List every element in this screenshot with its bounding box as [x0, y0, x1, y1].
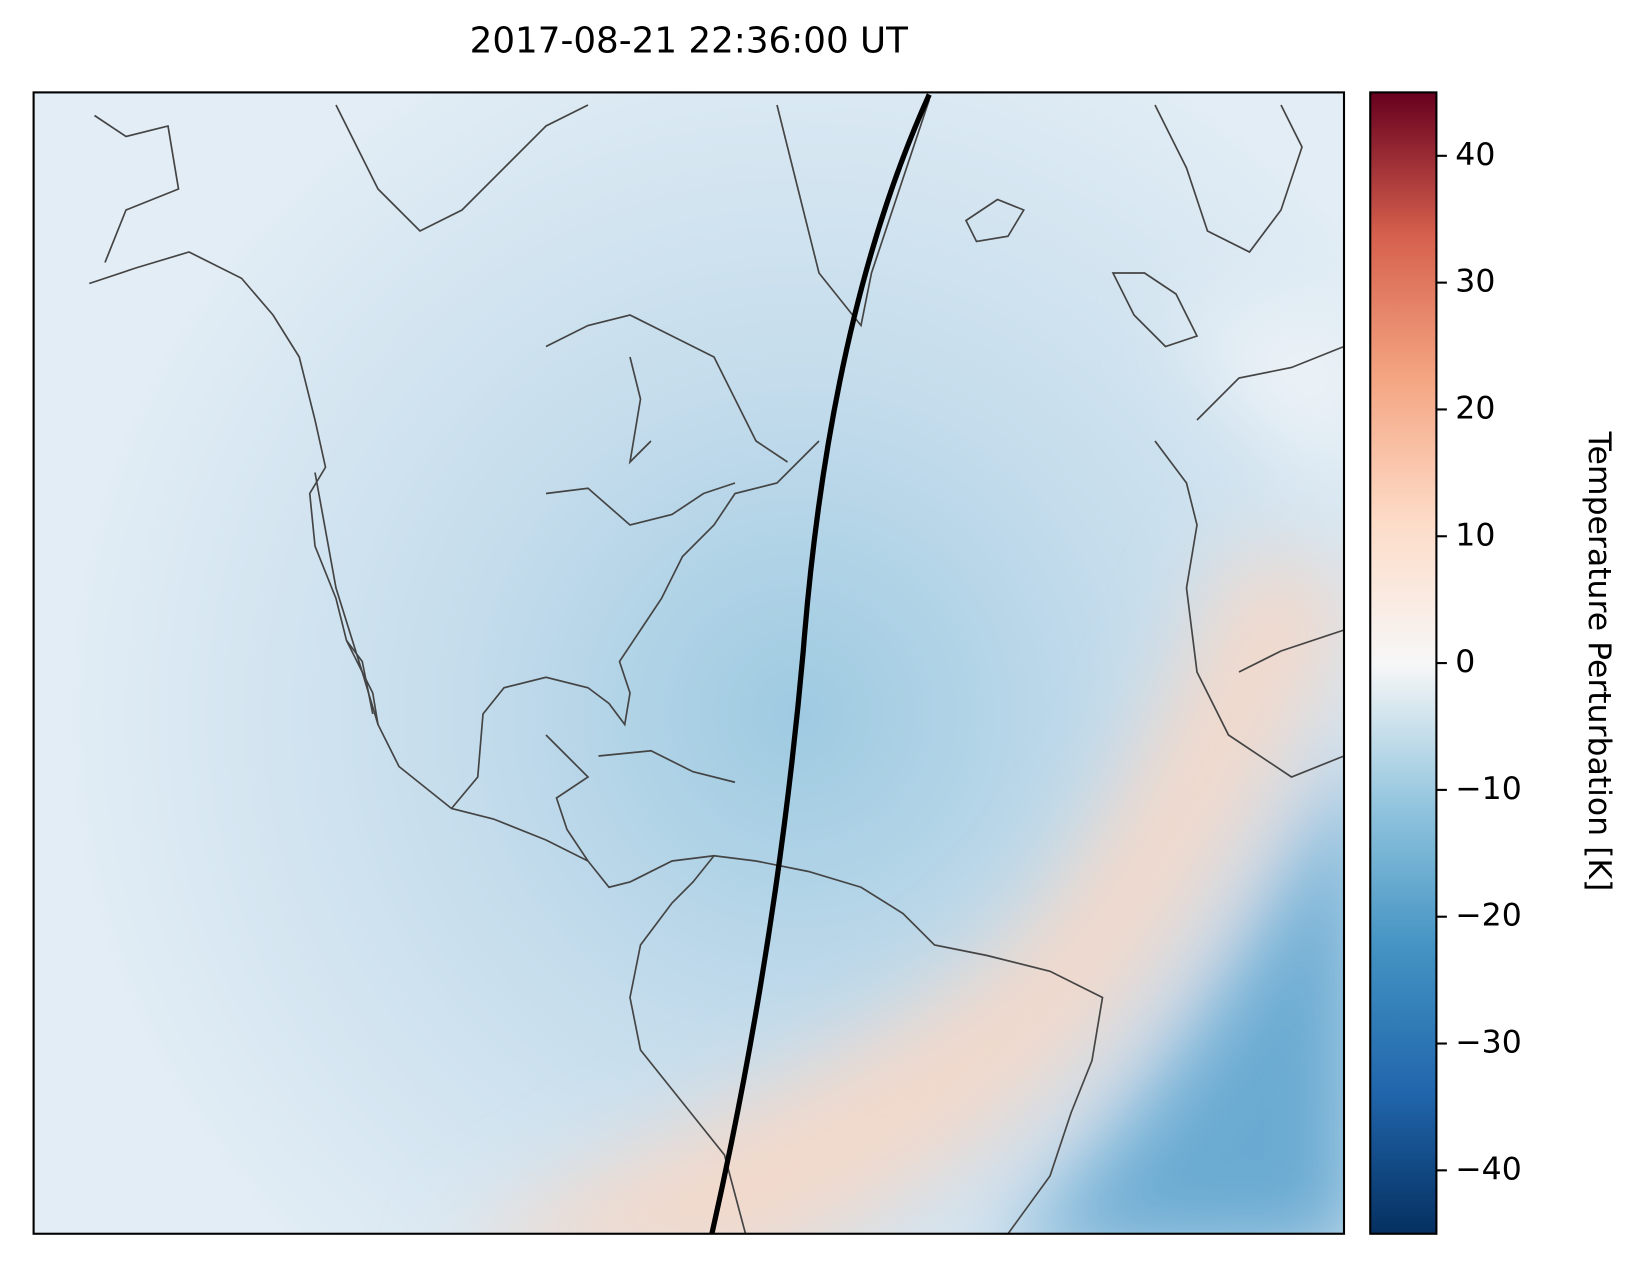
field-background	[33, 92, 1344, 1234]
colorbar-tick-label: −20	[1455, 898, 1521, 934]
map-area	[33, 92, 1344, 1234]
colorbar-label: Temperature Perturbation [K]	[1581, 431, 1617, 892]
colorbar-tick-label: 30	[1455, 264, 1495, 300]
colorbar-tick-label: 10	[1455, 517, 1495, 553]
colorbar-tick-label: 40	[1455, 137, 1495, 173]
eclipse-path	[709, 93, 932, 1234]
coastlines	[88, 99, 1344, 1234]
colorbar-tick-label: −30	[1455, 1025, 1521, 1061]
colorbar-tick-label: 20	[1455, 390, 1495, 426]
colorbar-tick-label: 0	[1455, 644, 1475, 680]
map-frame	[32, 91, 1346, 1235]
map-title: 2017-08-21 22:36:00 UT	[470, 20, 908, 61]
field-features	[490, 315, 1344, 1234]
colorbar-tick-label: −10	[1455, 771, 1521, 807]
colorbar-tick-label: −40	[1455, 1151, 1521, 1187]
colorbar	[1369, 91, 1438, 1235]
